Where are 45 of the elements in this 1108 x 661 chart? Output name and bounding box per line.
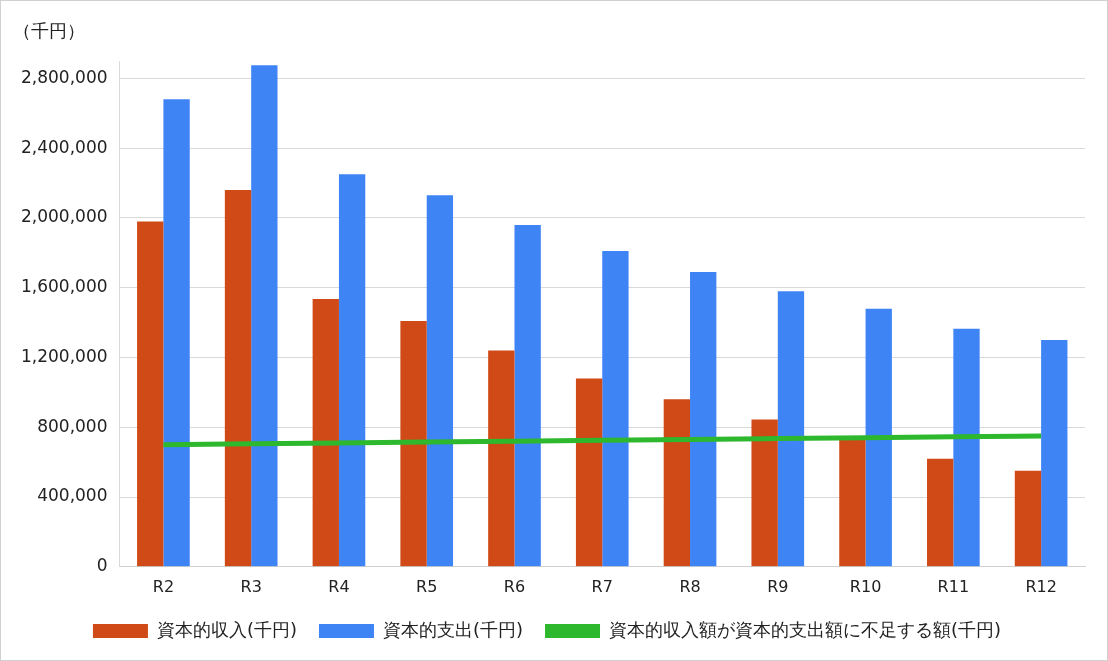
- x-tick-label: R7: [591, 576, 613, 596]
- bar: [400, 320, 427, 567]
- y-tick-label: 1,200,000: [20, 345, 108, 366]
- bar: [251, 65, 278, 567]
- x-tick-label: R8: [679, 576, 701, 596]
- y-axis-title: （千円）: [13, 19, 85, 41]
- x-tick-label: R5: [416, 576, 438, 596]
- bar: [137, 221, 164, 567]
- y-tick-label: 2,800,000: [20, 66, 108, 87]
- bar: [927, 458, 954, 567]
- y-tick-label: 2,000,000: [20, 206, 108, 227]
- y-tick-label: 1,600,000: [20, 276, 108, 297]
- bar: [312, 299, 339, 567]
- y-tick-label: 800,000: [37, 415, 108, 436]
- x-tick-label: R4: [328, 576, 350, 596]
- y-tick-label: 2,400,000: [20, 136, 108, 157]
- bar: [575, 378, 603, 567]
- x-tick-label: R10: [849, 576, 882, 596]
- bar: [777, 291, 805, 567]
- legend-label: 資本的支出(千円): [382, 618, 524, 640]
- bar: [163, 99, 190, 567]
- bar: [602, 251, 629, 567]
- bar: [953, 328, 980, 567]
- x-tick-label: R2: [152, 576, 175, 596]
- bar: [488, 350, 515, 567]
- bar: [663, 399, 691, 567]
- bar: [514, 224, 541, 567]
- legend-label: 資本的収入額が資本的支出額に不足する額(千円): [609, 618, 1002, 640]
- bar: [839, 439, 866, 567]
- x-tick-label: R9: [767, 576, 789, 596]
- bar: [1041, 340, 1068, 567]
- x-tick-label: R11: [937, 576, 970, 596]
- legend-label: 資本的収入(千円): [156, 618, 297, 640]
- y-tick-label: 400,000: [37, 485, 108, 506]
- x-tick-label: R6: [503, 576, 526, 596]
- bar: [751, 419, 778, 567]
- bar: [426, 195, 454, 567]
- bar: [690, 272, 717, 567]
- x-tick-label: R12: [1025, 576, 1057, 596]
- x-tick-label: R3: [240, 576, 262, 596]
- bar: [224, 190, 252, 567]
- bar: [865, 308, 892, 567]
- bar: [1014, 470, 1042, 567]
- y-tick-label: 0: [96, 555, 108, 576]
- bar: [338, 174, 366, 567]
